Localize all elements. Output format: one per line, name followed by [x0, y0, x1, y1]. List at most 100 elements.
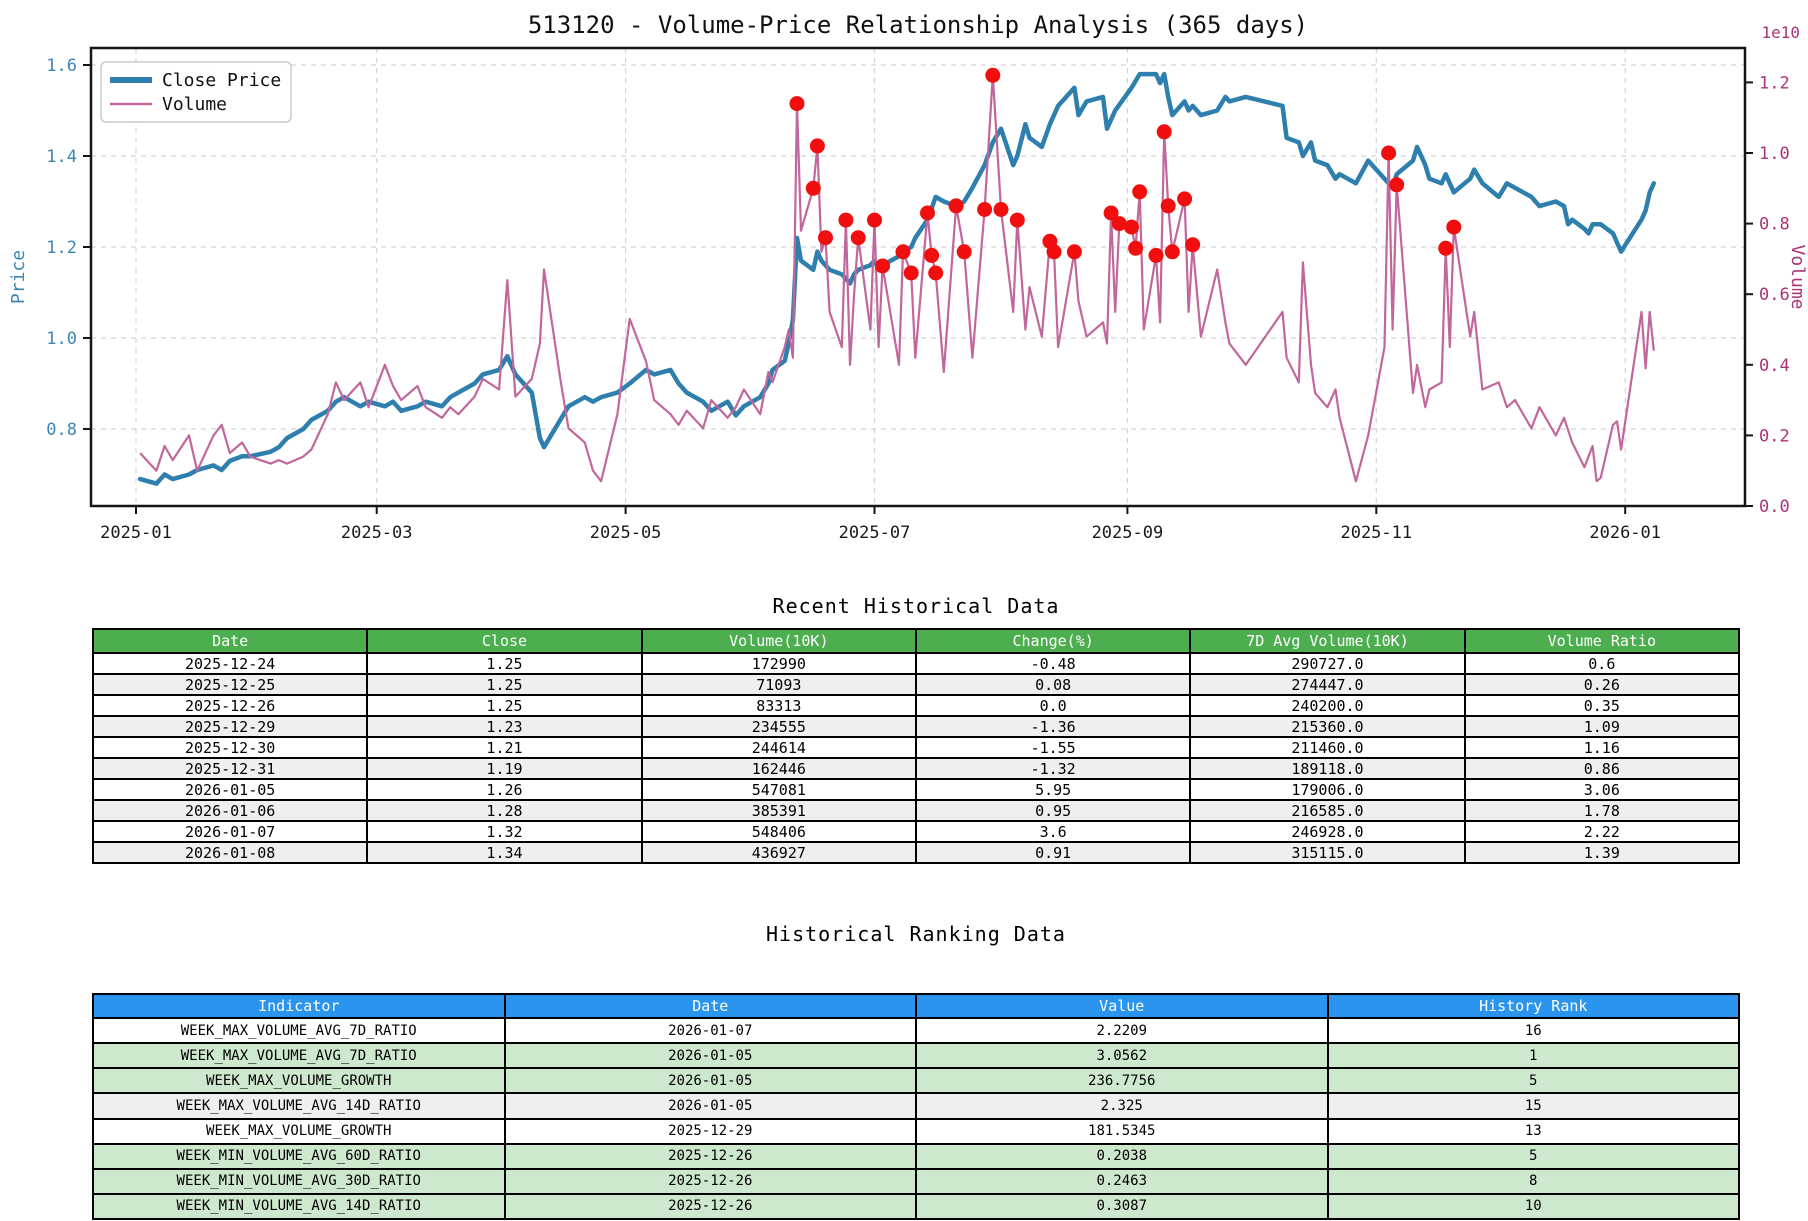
- table-cell: 215360.0: [1189, 715, 1466, 738]
- table-cell: 5: [1326, 1142, 1740, 1170]
- table-cell: 1.34: [366, 841, 643, 864]
- volume-tick-label: 0.0: [1759, 497, 1790, 517]
- high-volume-dot: [875, 258, 891, 274]
- table-cell: 3.0562: [915, 1042, 1329, 1070]
- high-volume-dot: [956, 244, 972, 260]
- high-volume-dot: [1185, 237, 1201, 253]
- table-cell: 2026-01-06: [91, 799, 369, 822]
- table-cell: 216585.0: [1189, 799, 1466, 822]
- high-volume-dot: [1164, 244, 1180, 260]
- table-cell: 13: [1326, 1117, 1740, 1145]
- legend: Close Price Volume: [100, 61, 292, 123]
- table-cell: 2026-01-05: [503, 1092, 917, 1120]
- high-volume-dot: [1124, 219, 1139, 235]
- volume-tick-label: 0.4: [1759, 356, 1790, 376]
- table-cell: 2025-12-25: [91, 673, 369, 696]
- table-cell: 0.6: [1463, 652, 1741, 675]
- table-row: 2026-01-05 1.26 547081 5.95 179006.0 3.06: [91, 778, 1741, 801]
- table-cell: 2026-01-05: [503, 1042, 917, 1070]
- table-cell: WEEK_MAX_VOLUME_AVG_7D_RATIO: [92, 1016, 506, 1045]
- table-row: WEEK_MAX_VOLUME_AVG_7D_RATIO 2026-01-07 2.…: [92, 1016, 1740, 1045]
- table-row: 2025-12-24 1.25 172990 -0.48 290727.0 0.6: [91, 652, 1741, 675]
- table-cell: 2025-12-26: [503, 1167, 917, 1195]
- high-volume-dot: [1438, 240, 1454, 256]
- table-row: WEEK_MIN_VOLUME_AVG_60D_RATIO 2025-12-26 0…: [92, 1142, 1740, 1170]
- table-cell: 3.06: [1463, 778, 1741, 801]
- volume-price-chart: 2025-01 2025-03 2025-05 2025-07 2025-09 2025-…: [0, 0, 1808, 560]
- legend-close-price-label: Close Price: [162, 70, 281, 91]
- table-cell: 2025-12-24: [91, 652, 369, 675]
- close-price-line: [137, 71, 1657, 486]
- table-cell: 1.26: [366, 778, 643, 801]
- high-volume-dot: [850, 230, 866, 246]
- table-cell: 2026-01-08: [91, 841, 369, 864]
- table-cell: 2.2209: [915, 1016, 1329, 1045]
- high-volume-dot: [903, 265, 919, 281]
- x-tick-label: 2025-03: [341, 523, 413, 543]
- table-cell: 436927: [640, 841, 917, 864]
- recent-historical-table: Date Close Volume(10K) Change(%) 7D Avg Volu…: [91, 628, 1741, 864]
- table-row: 2026-01-08 1.34 436927 0.91 315115.0 1.39: [91, 841, 1741, 864]
- table-cell: 172990: [640, 652, 917, 675]
- table-cell: 2026-01-07: [91, 820, 369, 843]
- high-volume-dot: [920, 205, 935, 221]
- x-tick-label: 2025-09: [1092, 523, 1164, 543]
- high-volume-dot: [985, 67, 1001, 83]
- table-cell: 1.32: [366, 820, 643, 843]
- table-cell: 1.28: [366, 799, 643, 822]
- x-tick-label: 2025-01: [100, 523, 172, 543]
- high-volume-dot: [1066, 244, 1082, 260]
- table-cell: 0.3087: [915, 1192, 1329, 1221]
- table-cell: 0.0: [914, 694, 1192, 717]
- table-cell: 2025-12-29: [503, 1117, 917, 1145]
- high-volume-dot: [1046, 244, 1062, 260]
- price-tick-label: 1.4: [46, 147, 77, 167]
- volume-tick-label: 1.2: [1759, 73, 1790, 93]
- high-volume-dot: [809, 138, 825, 154]
- table-row: 2026-01-06 1.28 385391 0.95 216585.0 1.78: [91, 799, 1741, 822]
- x-tick-label: 2025-11: [1340, 523, 1412, 543]
- high-volume-dot: [977, 202, 993, 217]
- column-header: Volume Ratio: [1463, 628, 1741, 654]
- column-header: History Rank: [1326, 993, 1740, 1019]
- table-row: WEEK_MIN_VOLUME_AVG_30D_RATIO 2025-12-26 0…: [92, 1167, 1740, 1195]
- high-volume-dot: [1446, 219, 1462, 235]
- table-cell: 2026-01-05: [91, 778, 369, 801]
- high-volume-dot: [838, 212, 854, 228]
- column-header: 7D Avg Volume(10K): [1189, 628, 1466, 654]
- table-cell: 8: [1326, 1167, 1740, 1195]
- high-volume-dot: [895, 244, 911, 260]
- table-cell: 0.08: [914, 673, 1192, 696]
- table-cell: 2025-12-29: [91, 715, 369, 738]
- table-cell: 1.21: [366, 736, 643, 759]
- table-cell: 1.78: [1463, 799, 1741, 822]
- ranking-data-heading: Historical Ranking Data: [766, 922, 1066, 946]
- table-cell: 179006.0: [1189, 778, 1466, 801]
- table-cell: 2026-01-05: [503, 1067, 917, 1095]
- table-cell: 0.86: [1463, 757, 1741, 780]
- high-volume-dot: [1132, 184, 1148, 200]
- table-cell: 2.22: [1463, 820, 1741, 843]
- high-volume-dot: [1177, 191, 1193, 207]
- table-cell: 1.25: [366, 694, 643, 717]
- column-header: Close: [366, 628, 643, 654]
- high-volume-dot: [1103, 205, 1119, 221]
- table-cell: 2025-12-31: [91, 757, 369, 780]
- x-tick-label: 2025-05: [590, 523, 662, 543]
- table-cell: 244614: [640, 736, 917, 759]
- table-cell: 2025-12-26: [503, 1192, 917, 1221]
- table-cell: 315115.0: [1189, 841, 1466, 864]
- price-tick-label: 1.6: [46, 56, 77, 76]
- table-row: 2025-12-29 1.23 234555 -1.36 215360.0 1.09: [91, 715, 1741, 738]
- table-cell: 0.35: [1463, 694, 1741, 717]
- table-cell: 189118.0: [1189, 757, 1466, 780]
- column-header: Value: [915, 993, 1329, 1019]
- table-row: WEEK_MAX_VOLUME_AVG_7D_RATIO 2026-01-05 3.…: [92, 1042, 1740, 1070]
- high-volume-dot: [1156, 124, 1172, 140]
- table-cell: 2025-12-26: [503, 1142, 917, 1170]
- table-row: WEEK_MAX_VOLUME_GROWTH 2025-12-29 181.5345…: [92, 1117, 1740, 1145]
- volume-tick-label: 0.2: [1759, 426, 1790, 446]
- table-row: WEEK_MAX_VOLUME_GROWTH 2026-01-05 236.7756…: [92, 1067, 1740, 1095]
- high-volume-dot: [818, 230, 833, 246]
- volume-line: [139, 74, 1655, 483]
